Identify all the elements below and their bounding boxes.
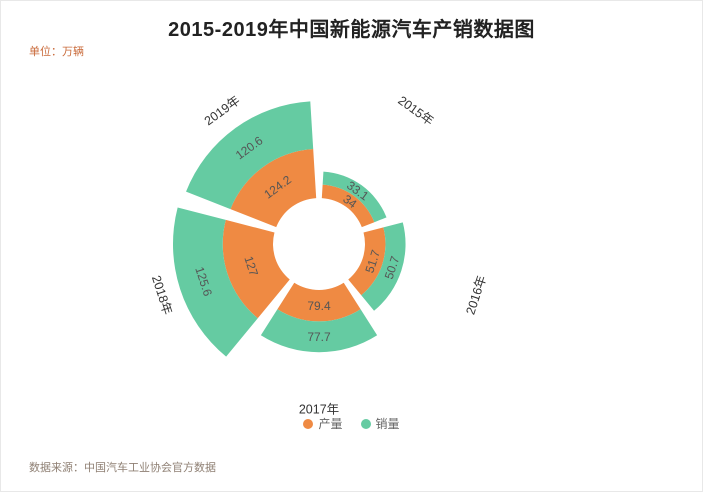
sector-2016-sales[interactable] [361, 222, 406, 311]
sector-2017-sales[interactable] [260, 309, 378, 353]
sector-2018-production[interactable] [222, 219, 290, 319]
value-label-2017-production: 79.4 [307, 299, 331, 313]
legend-item-sales[interactable]: 销量 [360, 415, 400, 432]
sales-legend-label: 销量 [375, 417, 400, 431]
legend-item-production[interactable]: 产量 [303, 415, 343, 432]
axis-label-2019: 2019年 [202, 93, 243, 128]
value-label-2018-production: 127 [241, 254, 261, 278]
value-label-2017-sales: 77.7 [307, 330, 331, 344]
value-label-2016-sales: 50.7 [382, 254, 403, 281]
production-legend-label: 产量 [318, 417, 343, 431]
axis-label-2016: 2016年 [463, 274, 489, 317]
axis-label-2015: 2015年 [395, 93, 436, 128]
sector-2018-sales[interactable] [172, 207, 258, 357]
data-source-label: 数据来源：中国汽车工业协会官方数据 [29, 462, 216, 474]
legend: 产量 销量 [1, 415, 702, 432]
axis-label-2017: 2017年 [299, 402, 339, 416]
value-label-2016-production: 51.7 [362, 248, 383, 275]
unit-label: 单位：万辆 [29, 46, 84, 58]
sector-2015-sales[interactable] [322, 171, 387, 223]
chart-title: 2015-2019年中国新能源汽车产销数据图 [168, 19, 535, 41]
sector-2019-sales[interactable] [186, 101, 314, 210]
sector-2017-production[interactable] [277, 282, 361, 322]
sector-2016-production[interactable] [348, 227, 386, 296]
production-legend-marker [303, 418, 314, 429]
sales-legend-marker [360, 418, 371, 429]
axis-label-2018: 2018年 [149, 274, 175, 317]
sector-2019-production[interactable] [230, 149, 317, 228]
sector-2015-production[interactable] [321, 184, 375, 228]
